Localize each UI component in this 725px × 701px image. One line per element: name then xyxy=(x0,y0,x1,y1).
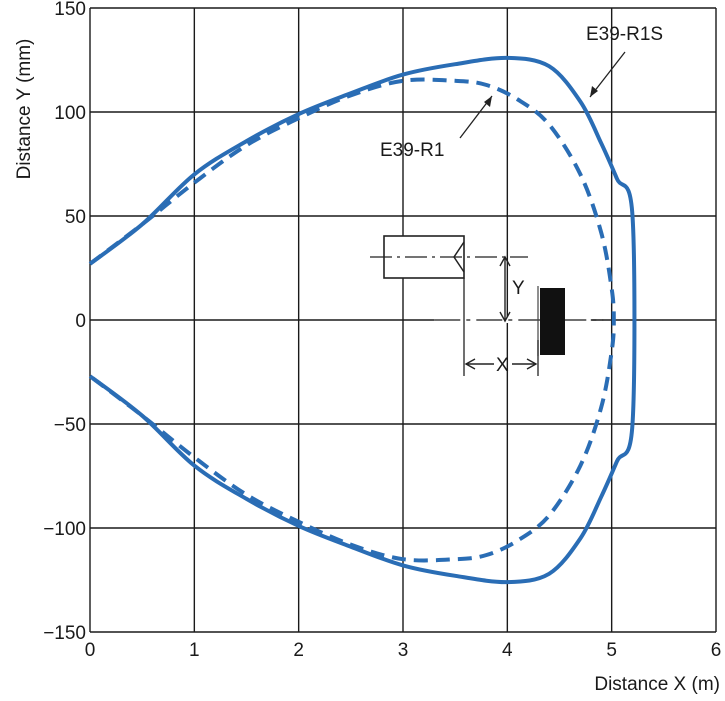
zero-line-gap xyxy=(434,317,591,323)
y-arrow-top xyxy=(499,255,511,267)
reflector xyxy=(540,288,565,355)
e39-r1-leader-arrow xyxy=(484,96,492,107)
x-tick-label: 3 xyxy=(398,640,409,661)
y-tick-label: 150 xyxy=(54,0,86,20)
y-tick-label: −150 xyxy=(43,623,86,644)
y-tick-label: 100 xyxy=(54,103,86,124)
y-dimension-label: Y xyxy=(512,278,525,299)
setup-diagram: Y X xyxy=(370,235,565,376)
y-axis-label: Distance Y (mm) xyxy=(14,39,35,180)
series-group xyxy=(88,55,637,585)
e39-r1s-annotation: E39-R1S xyxy=(586,24,663,45)
y-tick-label: 0 xyxy=(75,311,86,332)
y-arrow-bottom xyxy=(499,311,511,323)
y-tick-label: 50 xyxy=(65,207,86,228)
x-tick-label: 1 xyxy=(189,640,200,661)
series-annotations: E39-R1S E39-R1 xyxy=(380,24,663,161)
y-tick-label: −100 xyxy=(43,519,86,540)
x-axis-label: Distance X (m) xyxy=(594,674,720,695)
series-e39-r1s xyxy=(88,55,637,585)
x-tick-label: 4 xyxy=(502,640,513,661)
x-tick-label: 0 xyxy=(85,640,96,661)
x-tick-label: 2 xyxy=(293,640,304,661)
e39-r1s-leader-arrow xyxy=(590,86,598,97)
x-arrow-left xyxy=(464,358,476,370)
series-e39-r1 xyxy=(88,77,616,563)
grid xyxy=(89,7,717,633)
x-tick-label: 6 xyxy=(711,640,722,661)
e39-r1-annotation: E39-R1 xyxy=(380,140,444,161)
tick-labels: 0 1 2 3 4 5 6 150 100 50 0 −50 −100 −150 xyxy=(43,0,721,661)
x-dimension-label: X xyxy=(496,355,509,376)
y-tick-label: −50 xyxy=(54,415,86,436)
x-tick-label: 5 xyxy=(606,640,617,661)
x-arrow-right xyxy=(526,358,538,370)
